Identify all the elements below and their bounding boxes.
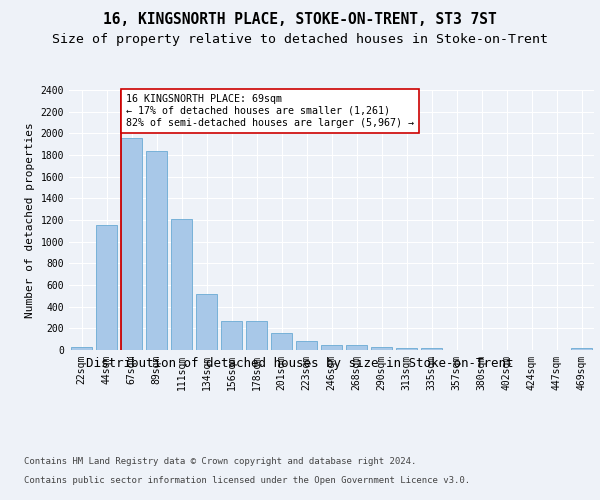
Bar (271, 333, 292, 350)
Bar (346, 345, 367, 350)
Bar (571, 348, 592, 350)
Bar (221, 321, 242, 350)
Text: 16, KINGSNORTH PLACE, STOKE-ON-TRENT, ST3 7ST: 16, KINGSNORTH PLACE, STOKE-ON-TRENT, ST… (103, 12, 497, 28)
Bar (121, 138, 142, 350)
Bar (371, 348, 392, 350)
Text: Contains HM Land Registry data © Crown copyright and database right 2024.: Contains HM Land Registry data © Crown c… (24, 458, 416, 466)
Bar (171, 219, 192, 350)
Bar (196, 294, 217, 350)
Bar (71, 347, 92, 350)
Bar (321, 345, 342, 350)
Bar (296, 342, 317, 350)
Text: 16 KINGSNORTH PLACE: 69sqm
← 17% of detached houses are smaller (1,261)
82% of s: 16 KINGSNORTH PLACE: 69sqm ← 17% of deta… (126, 94, 414, 128)
Bar (96, 226, 117, 350)
Text: Size of property relative to detached houses in Stoke-on-Trent: Size of property relative to detached ho… (52, 32, 548, 46)
Y-axis label: Number of detached properties: Number of detached properties (25, 122, 35, 318)
Text: Contains public sector information licensed under the Open Government Licence v3: Contains public sector information licen… (24, 476, 470, 485)
Bar (146, 150, 167, 350)
Bar (396, 348, 417, 350)
Bar (421, 348, 442, 350)
Bar (246, 321, 267, 350)
Text: Distribution of detached houses by size in Stoke-on-Trent: Distribution of detached houses by size … (86, 358, 514, 370)
